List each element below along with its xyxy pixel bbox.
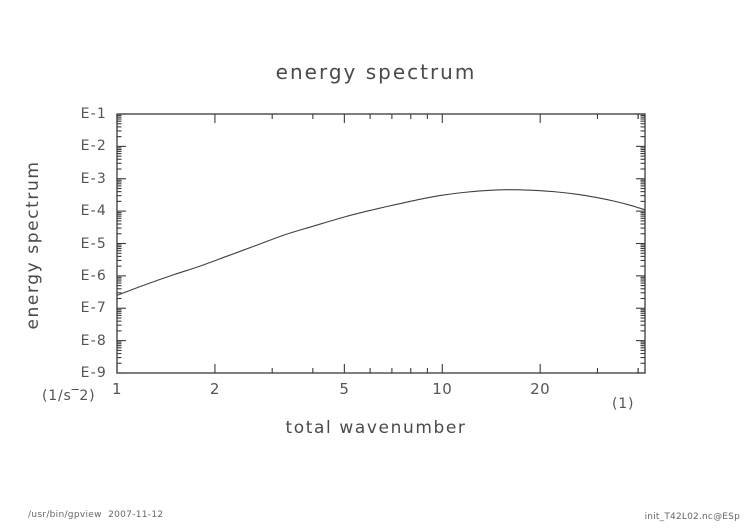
- x-tick-label: 10: [432, 380, 453, 398]
- plot-frame-rect: [116, 113, 646, 374]
- x-axis-title: total wavenumber: [285, 418, 467, 438]
- y-tick-label: E-5: [80, 235, 107, 252]
- y-tick-label: E-3: [80, 170, 107, 187]
- x-tick-label: 2: [209, 380, 220, 398]
- axis-frame: [116, 113, 646, 374]
- y-tick-label: E-2: [80, 138, 107, 155]
- y-tick-label: E-4: [80, 203, 107, 220]
- x-tick-label: 1: [111, 380, 123, 398]
- y-tick-label: E-1: [80, 106, 107, 122]
- y-tick-label: E-7: [80, 300, 107, 317]
- x-tick-label: 5: [339, 380, 350, 398]
- y-tick-label: E-8: [80, 332, 107, 349]
- data-curve-group: [116, 189, 646, 296]
- footer-command-text: /usr/bin/gpview 2007-11-12: [28, 510, 164, 520]
- x-tick-label: 20: [530, 380, 551, 398]
- axis-ticks: [116, 113, 645, 374]
- data-curve: [116, 189, 646, 296]
- y-axis-unit-label: (1/s‾2): [42, 388, 96, 404]
- x-axis-unit-label: (1): [612, 396, 635, 412]
- y-tick-label: E-9: [80, 365, 107, 381]
- footer-source-text: init_T42L02.nc@ESp: [644, 512, 740, 522]
- y-axis-title: energy spectrum: [23, 160, 43, 330]
- y-tick-label: E-6: [80, 267, 107, 284]
- page-title: energy spectrum: [275, 60, 477, 84]
